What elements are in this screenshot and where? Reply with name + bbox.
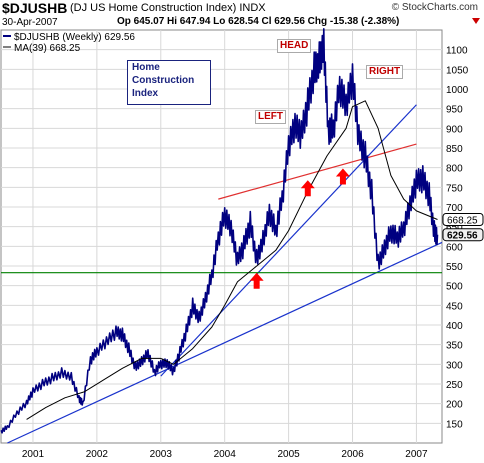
series-layer <box>0 27 439 434</box>
legend-price-label: $DJUSHB (Weekly) 629.56 <box>14 32 135 43</box>
plot-area <box>0 29 443 444</box>
y-tick-label: 950 <box>446 105 463 116</box>
index-title-line2: Construction <box>132 75 195 86</box>
y-tick-label: 250 <box>446 380 463 391</box>
last-value-label: 629.56 <box>447 231 478 242</box>
symbol-description: (DJ US Home Construction Index) INDX <box>70 2 266 14</box>
change-down-icon <box>472 18 480 24</box>
arrow-right-icon <box>335 168 350 185</box>
x-tick-label: 2005 <box>277 449 300 460</box>
x-tick-label: 2004 <box>214 449 237 460</box>
ohlc-readout: Op 645.07 Hi 647.94 Lo 628.54 Cl 629.56 … <box>117 16 400 27</box>
last-value-box <box>442 228 484 242</box>
arrow-left-icon <box>249 272 264 289</box>
y-tick-label: 500 <box>446 282 463 293</box>
y-tick-label: 150 <box>446 419 463 430</box>
y-tick-label: 550 <box>446 262 463 273</box>
trendline-support-long <box>7 241 443 444</box>
annotation-right: RIGHT <box>366 65 404 79</box>
x-tick-label: 2002 <box>86 449 109 460</box>
trendline-neckline <box>218 143 417 200</box>
y-tick-label: 350 <box>446 341 463 352</box>
legend-layer: $DJUSHB (Weekly) 629.56 MA(39) 668.25 <box>3 32 135 54</box>
legend-ma-label: MA(39) 668.25 <box>14 43 81 54</box>
y-tick-label: 1050 <box>446 65 469 76</box>
ma-series-line <box>26 100 438 420</box>
y-tick-label: 200 <box>446 400 463 411</box>
symbol-title: $DJUSHB <box>2 0 68 16</box>
last-value-box <box>442 212 484 226</box>
y-tick-label: 700 <box>446 203 463 214</box>
y-tick-label: 300 <box>446 360 463 371</box>
brand-label: © StockCharts.com <box>391 2 478 13</box>
arrow-layer <box>249 168 350 289</box>
index-title-line1: Home <box>132 62 160 73</box>
index-title-box: Home Construction Index <box>127 60 211 105</box>
y-tick-label: 400 <box>446 321 463 332</box>
axis-layer: 150 200 250 300 350 400 450 500 550 600 650 700 750 8… <box>22 46 484 460</box>
price-series-line <box>0 27 439 434</box>
x-tick-label: 2007 <box>405 449 428 460</box>
y-tick-label: 800 <box>446 164 463 175</box>
y-tick-label: 900 <box>446 124 463 135</box>
y-tick-label: 450 <box>446 301 463 312</box>
trendline-layer <box>1 104 443 444</box>
annotation-head: HEAD <box>277 39 312 53</box>
x-tick-label: 2003 <box>150 449 173 460</box>
arrow-mid-icon <box>300 180 315 197</box>
date-label: 30-Apr-2007 <box>2 17 58 28</box>
last-value-label: 668.25 <box>447 215 478 226</box>
index-title-line3: Index <box>132 88 159 99</box>
x-tick-label: 2001 <box>22 449 45 460</box>
y-tick-label: 1000 <box>446 85 469 96</box>
trendline-support-steep <box>160 104 417 377</box>
x-tick-label: 2006 <box>341 449 364 460</box>
y-tick-label: 850 <box>446 144 463 155</box>
y-tick-label: 1100 <box>446 46 468 57</box>
y-tick-label: 650 <box>446 223 463 234</box>
y-tick-label: 600 <box>446 242 463 253</box>
annotation-left: LEFT <box>255 110 286 124</box>
y-tick-label: 750 <box>446 183 463 194</box>
